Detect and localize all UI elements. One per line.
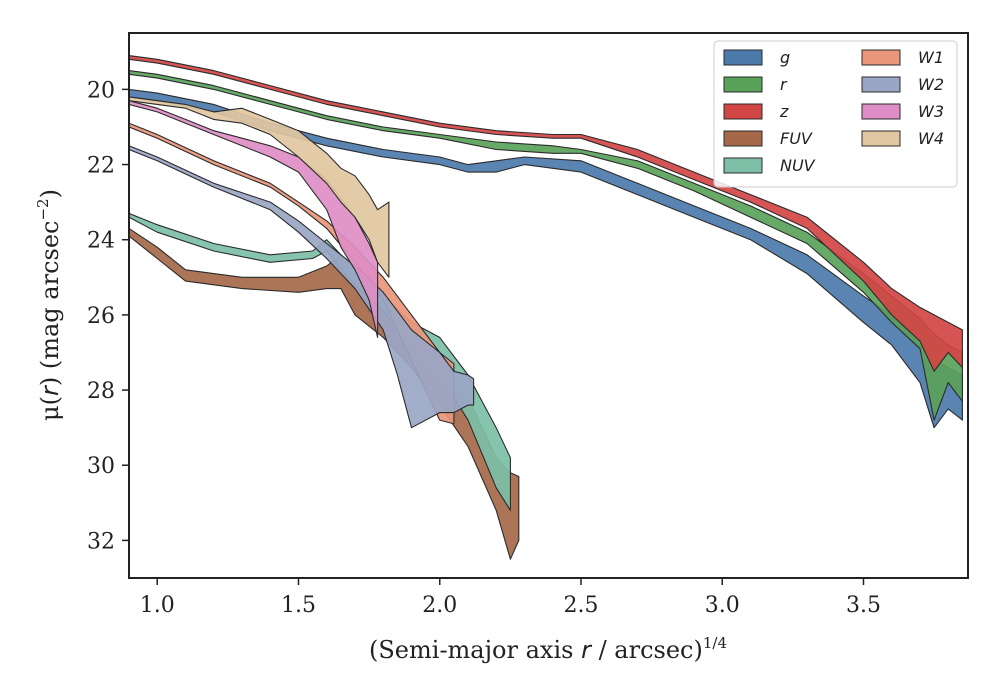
band-w1	[129, 122, 455, 425]
y-axis-ticks: 20 22 24 26 28 30 32	[87, 78, 129, 554]
legend-label-fuv: FUV	[780, 129, 813, 148]
band-w3	[129, 100, 379, 338]
y-tick-label: 20	[87, 78, 115, 103]
x-tick-label: 2.0	[422, 593, 457, 618]
legend-swatch-g	[723, 49, 763, 66]
y-tick-label: 30	[87, 454, 115, 479]
y-axis-title: μ(r) (mag arcsec−2)	[34, 189, 64, 421]
legend-label-w4: W4	[918, 129, 944, 148]
legend-label-nuv: NUV	[780, 156, 816, 175]
band-w2	[129, 145, 475, 429]
legend-label-w2: W2	[918, 75, 944, 94]
band-g	[129, 88, 963, 429]
y-tick-label: 24	[87, 229, 115, 254]
x-tick-label: 3.0	[705, 593, 740, 618]
legend-swatch-r	[723, 76, 763, 93]
legend-swatch-w2	[861, 76, 901, 93]
band-z	[129, 55, 963, 372]
x-tick-label: 2.5	[563, 593, 598, 618]
x-tick-label: 1.0	[140, 593, 175, 618]
x-axis-title: (Semi-major axis r / arcsec)1/4	[369, 634, 727, 664]
x-tick-label: 3.5	[846, 593, 881, 618]
legend-swatch-w1	[861, 49, 901, 66]
legend-label-w3: W3	[918, 102, 944, 121]
legend-swatch-w3	[861, 103, 901, 120]
y-tick-label: 32	[87, 529, 115, 554]
legend-swatch-nuv	[723, 157, 763, 174]
legend-swatch-fuv	[723, 130, 763, 147]
band-r	[129, 70, 963, 421]
legend-swatch-w4	[861, 130, 901, 147]
plot-frame	[128, 32, 969, 579]
x-axis-ticks: 1.0 1.5 2.0 2.5 3.0 3.5	[140, 578, 881, 618]
legend-label-z: z	[779, 102, 789, 121]
y-tick-label: 22	[87, 154, 115, 179]
x-tick-label: 1.5	[281, 593, 316, 618]
legend-label-w1: W1	[918, 48, 944, 67]
bands-layer	[129, 55, 963, 560]
legend-label-r: r	[780, 75, 788, 94]
legend-label-g: g	[780, 48, 790, 67]
band-w4	[129, 96, 390, 278]
legend: grz FUV NUV W1 W2 W3 W4	[713, 40, 958, 188]
y-tick-label: 28	[87, 379, 115, 404]
legend-swatch-z	[723, 103, 763, 120]
y-tick-label: 26	[87, 304, 115, 329]
